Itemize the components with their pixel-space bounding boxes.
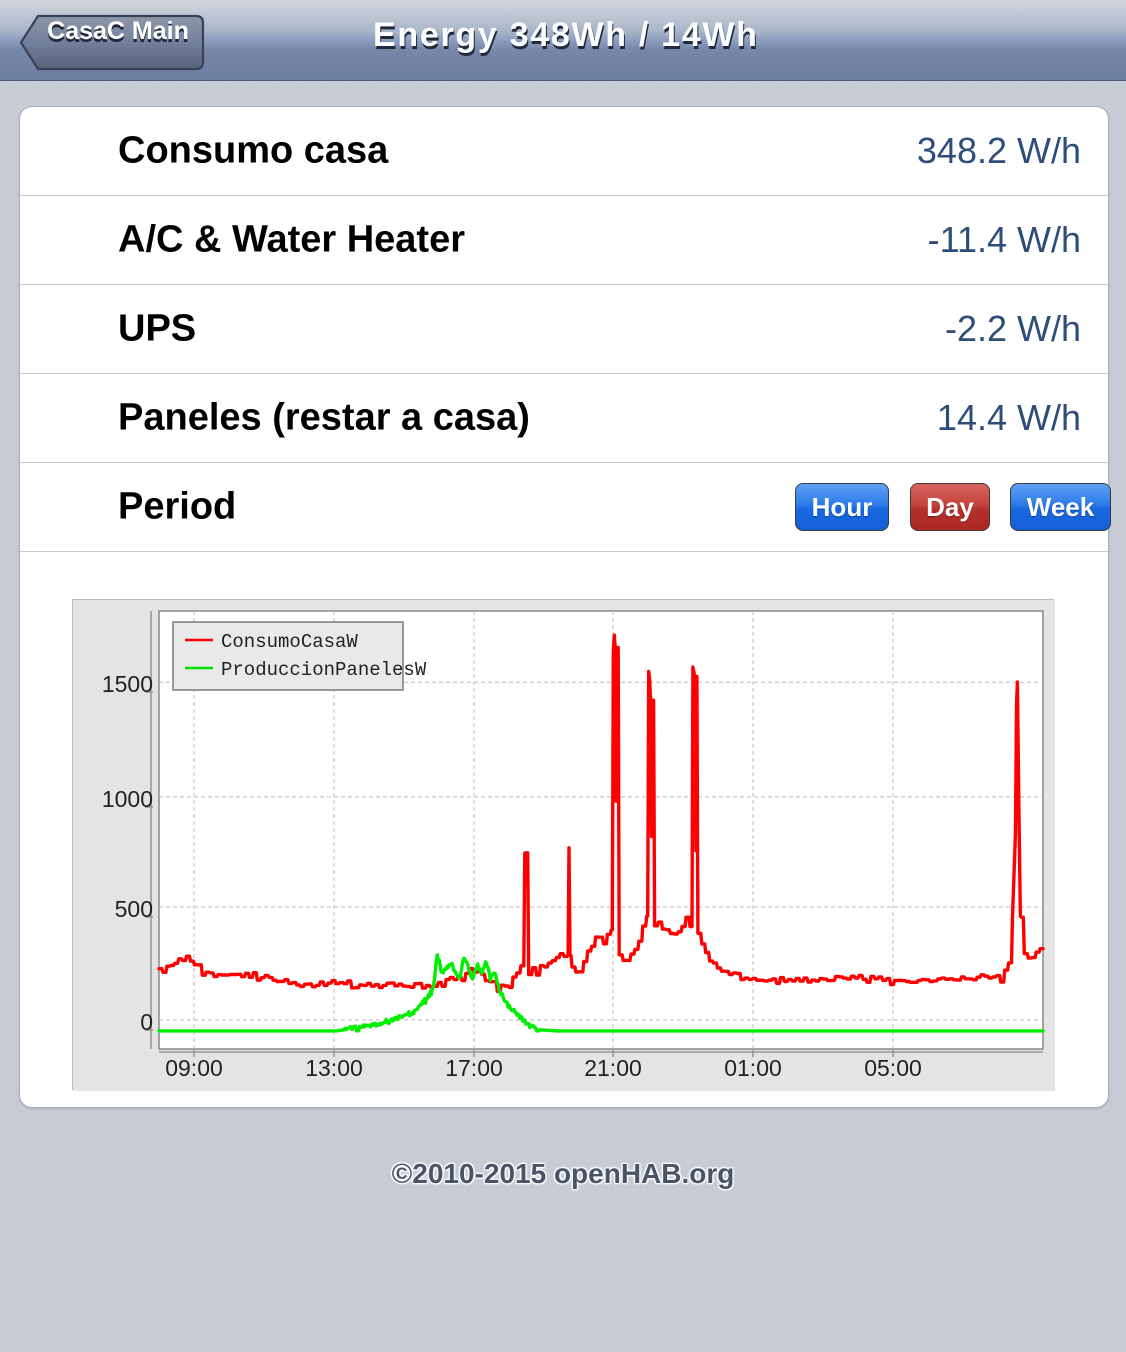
svg-text:09:00: 09:00: [165, 1055, 223, 1081]
svg-text:13:00: 13:00: [305, 1055, 363, 1081]
svg-text:ProduccionPanelesW: ProduccionPanelesW: [221, 659, 427, 681]
svg-text:1000: 1000: [102, 786, 153, 812]
svg-text:ConsumoCasaW: ConsumoCasaW: [221, 631, 358, 653]
svg-text:0: 0: [140, 1009, 153, 1035]
svg-text:01:00: 01:00: [724, 1055, 782, 1081]
svg-text:05:00: 05:00: [864, 1055, 922, 1081]
svg-text:500: 500: [115, 896, 153, 922]
svg-text:21:00: 21:00: [584, 1055, 642, 1081]
svg-text:1500: 1500: [102, 671, 153, 697]
svg-text:17:00: 17:00: [445, 1055, 503, 1081]
